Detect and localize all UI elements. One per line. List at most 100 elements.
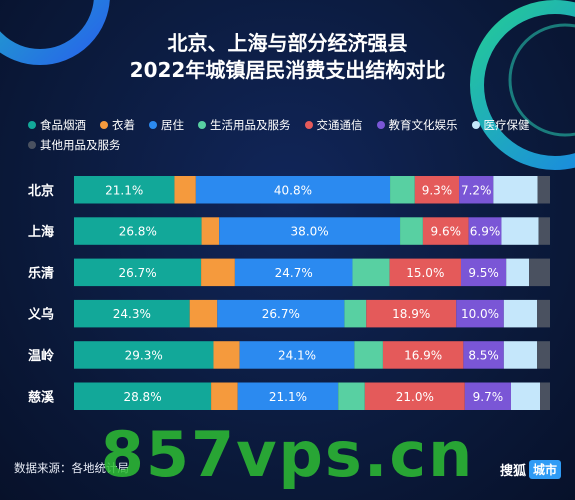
bar-segment bbox=[364, 382, 465, 410]
category-label: 北京 bbox=[28, 183, 54, 199]
category-label: 上海 bbox=[28, 224, 54, 240]
legend-item-4: 交通通信 bbox=[304, 117, 363, 133]
data-label: 26.8% bbox=[119, 225, 157, 239]
bar-segment bbox=[237, 382, 339, 410]
bar-segment bbox=[382, 341, 464, 369]
data-label: 16.9% bbox=[404, 348, 442, 362]
legend-label: 居住 bbox=[161, 118, 184, 132]
sohu-city-logo: 搜狐 城市 bbox=[500, 460, 561, 479]
data-label: 15.0% bbox=[406, 266, 444, 280]
bar-segment bbox=[338, 382, 365, 410]
legend-swatch bbox=[100, 121, 108, 129]
legend-item-7: 其他用品及服务 bbox=[28, 137, 121, 153]
data-label: 21.0% bbox=[396, 390, 434, 404]
legend-item-3: 生活用品及服务 bbox=[198, 117, 291, 133]
bar-segment bbox=[464, 382, 511, 410]
bar-segment bbox=[74, 382, 212, 410]
bar-segment bbox=[389, 258, 461, 287]
category-label: 温岭 bbox=[28, 348, 54, 364]
data-label: 21.1% bbox=[269, 390, 307, 404]
bar-segment bbox=[189, 299, 218, 328]
data-label: 18.9% bbox=[392, 307, 430, 321]
title-line-2: 2022年城镇居民消费支出结构对比 bbox=[129, 58, 446, 82]
bar-segment bbox=[460, 258, 507, 287]
bar-segment bbox=[201, 217, 220, 245]
bar-segment bbox=[217, 299, 345, 328]
bar-segment bbox=[366, 299, 457, 328]
bar-segment bbox=[390, 176, 415, 204]
legend-label: 其他用品及服务 bbox=[40, 138, 121, 152]
legend-swatch bbox=[376, 121, 385, 129]
bar-segment bbox=[195, 176, 391, 204]
bar-segment bbox=[463, 341, 504, 369]
legend-swatch bbox=[28, 121, 36, 129]
data-label: 24.3% bbox=[113, 307, 151, 321]
bar-segment bbox=[503, 299, 538, 328]
bar-segment bbox=[537, 299, 550, 328]
category-label: 乐清 bbox=[28, 265, 54, 281]
bar-segment bbox=[74, 217, 202, 245]
data-label: 24.1% bbox=[278, 348, 316, 362]
watermark: 857vps.cn bbox=[100, 418, 475, 491]
bar-segment bbox=[538, 217, 550, 245]
bar-segment bbox=[213, 341, 240, 369]
bar-segment bbox=[344, 299, 367, 328]
data-label: 38.0% bbox=[291, 225, 329, 239]
bar-segment bbox=[400, 217, 423, 245]
data-label: 9.7% bbox=[473, 390, 504, 404]
bar-segment bbox=[74, 176, 175, 204]
bar-segment bbox=[493, 176, 538, 204]
legend-label: 衣着 bbox=[112, 118, 135, 132]
bar-segment bbox=[529, 258, 550, 287]
data-label: 10.0% bbox=[461, 307, 499, 321]
bar-segment bbox=[468, 217, 502, 245]
bar-segment bbox=[74, 258, 202, 287]
legend-label: 食品烟酒 bbox=[40, 118, 86, 132]
data-label: 40.8% bbox=[274, 183, 312, 197]
bar-segment bbox=[503, 341, 538, 369]
data-label: 26.7% bbox=[118, 266, 156, 280]
data-label: 24.7% bbox=[275, 266, 313, 280]
legend-swatch bbox=[28, 141, 36, 149]
chart-title: 北京、上海与部分经济强县 2022年城镇居民消费支出结构对比 bbox=[0, 30, 575, 84]
bar-segment bbox=[201, 258, 235, 287]
legend: 食品烟酒 衣着 居住 生活用品及服务 交通通信 教育文化娱乐 医疗保健其他用品及服务 bbox=[28, 117, 558, 153]
bar-segment bbox=[501, 217, 539, 245]
category-label: 义乌 bbox=[28, 307, 54, 323]
legend-swatch bbox=[198, 121, 206, 129]
data-label: 6.9% bbox=[470, 225, 501, 239]
data-label: 7.2% bbox=[461, 183, 492, 197]
bar-segment bbox=[510, 382, 541, 410]
data-label: 28.8% bbox=[123, 390, 161, 404]
bar-segment bbox=[352, 258, 390, 287]
bar-segment bbox=[422, 217, 469, 245]
logo-text: 搜狐 bbox=[499, 464, 526, 479]
bar-segment bbox=[537, 176, 550, 204]
data-source: 数据来源：各地统计局 bbox=[14, 461, 129, 475]
data-label: 8.5% bbox=[468, 348, 499, 362]
legend-swatch bbox=[471, 121, 480, 129]
data-label: 29.3% bbox=[125, 348, 163, 362]
bar-segment bbox=[74, 341, 214, 369]
bar-segment bbox=[211, 382, 238, 410]
data-label: 21.1% bbox=[105, 183, 143, 197]
legend-item-2: 居住 bbox=[149, 117, 184, 133]
category-label: 慈溪 bbox=[28, 389, 55, 405]
bar-segment bbox=[74, 299, 190, 328]
data-label: 9.6% bbox=[431, 225, 462, 239]
legend-item-6: 医疗保健 bbox=[471, 117, 530, 133]
bar-segment bbox=[174, 176, 196, 204]
legend-label: 医疗保健 bbox=[483, 118, 530, 132]
legend-label: 交通通信 bbox=[316, 118, 363, 132]
bar-segment bbox=[219, 217, 401, 245]
data-label: 26.7% bbox=[262, 307, 300, 321]
title-line-1: 北京、上海与部分经济强县 bbox=[167, 31, 408, 55]
bar-segment bbox=[540, 382, 550, 410]
legend-swatch bbox=[304, 121, 313, 129]
legend-item-1: 衣着 bbox=[100, 117, 135, 133]
bar-segment bbox=[537, 341, 550, 369]
legend-label: 教育文化娱乐 bbox=[388, 118, 458, 132]
bar-segment bbox=[506, 258, 530, 287]
